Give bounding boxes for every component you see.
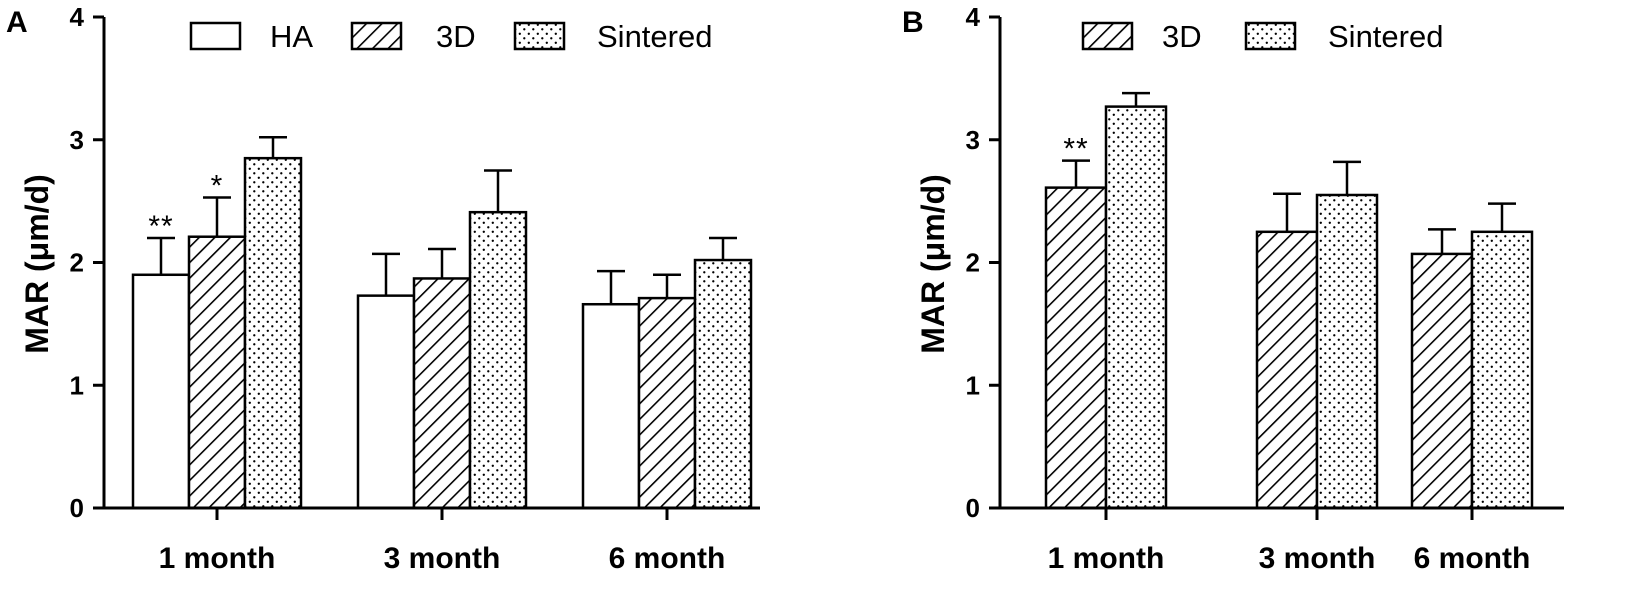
bar — [1315, 193, 1379, 510]
legend-label: HA — [270, 19, 313, 54]
bar — [131, 273, 191, 510]
bar — [1044, 186, 1108, 510]
y-tick-label: 2 — [70, 248, 84, 278]
y-tick-label: 0 — [70, 493, 84, 523]
y-axis-title: MAR (μm/d) — [915, 174, 951, 354]
legend-swatch — [513, 21, 566, 51]
bar — [1255, 230, 1319, 510]
bar — [243, 156, 303, 510]
bar — [356, 294, 416, 510]
bar — [187, 235, 247, 510]
x-tick-label: 6 month — [1414, 542, 1531, 575]
bar — [637, 296, 697, 510]
y-tick-label: 4 — [966, 2, 981, 32]
y-tick-label: 2 — [966, 248, 980, 278]
x-tick-label: 1 month — [1048, 542, 1165, 575]
legend-label: 3D — [1162, 19, 1202, 54]
legend-swatch — [189, 21, 242, 51]
significance-marker: ** — [1063, 133, 1088, 166]
x-tick-label: 3 month — [384, 542, 501, 575]
bar — [1104, 105, 1168, 510]
legend-label: Sintered — [1328, 19, 1443, 54]
x-tick-label: 3 month — [1259, 542, 1376, 575]
y-axis-title: MAR (μm/d) — [19, 174, 55, 354]
x-tick-label: 6 month — [609, 542, 726, 575]
legend-label: 3D — [436, 19, 476, 54]
legend-swatch — [1081, 21, 1134, 51]
y-tick-label: 1 — [966, 370, 980, 400]
bar — [1410, 252, 1474, 510]
plot-area: ** 0 1 2 3 4 1 month 3 month 6 month — [966, 2, 1564, 575]
y-tick-label: 3 — [966, 125, 980, 155]
legend-swatch — [1244, 21, 1297, 51]
panel-b-chart: B MAR (μm/d) ** 0 1 2 3 4 1 month 3 month 6 mont… — [902, 2, 1564, 575]
bar — [468, 210, 528, 510]
significance-marker: ** — [148, 210, 173, 243]
legend: HA 3D Sintered — [189, 19, 712, 54]
legend-swatch — [350, 21, 403, 51]
panel-label: A — [6, 6, 28, 39]
bar — [581, 302, 641, 510]
y-tick-label: 0 — [966, 493, 980, 523]
significance-marker: * — [211, 169, 224, 202]
bar — [693, 258, 753, 510]
bar — [1470, 230, 1534, 510]
panel-label: B — [902, 6, 924, 39]
y-tick-label: 3 — [70, 125, 84, 155]
y-tick-label: 4 — [70, 2, 85, 32]
bar — [412, 277, 472, 510]
legend-label: Sintered — [597, 19, 712, 54]
x-tick-label: 1 month — [159, 542, 276, 575]
legend: 3D Sintered — [1081, 19, 1443, 54]
y-tick-label: 1 — [70, 370, 84, 400]
